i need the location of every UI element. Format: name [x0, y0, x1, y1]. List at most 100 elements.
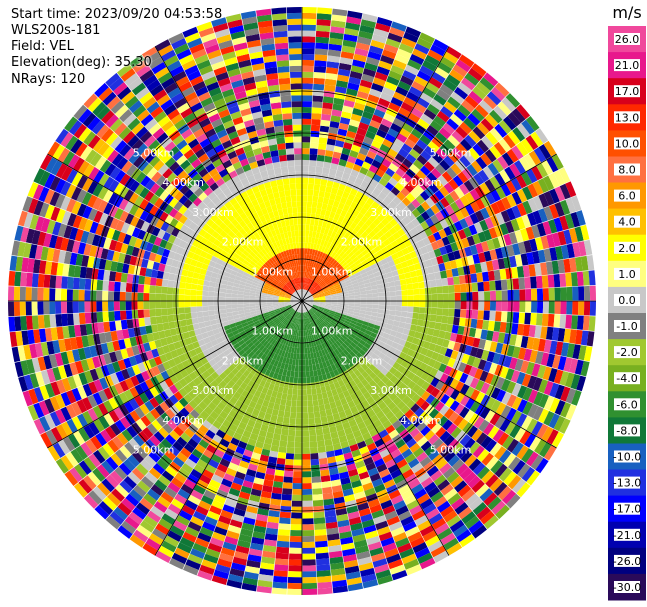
- range-gate: [522, 186, 533, 201]
- range-gate: [349, 214, 357, 222]
- range-gate: [554, 384, 565, 400]
- range-gate: [307, 302, 314, 306]
- range-gate: [471, 309, 479, 320]
- range-gate: [362, 68, 376, 78]
- range-gate: [335, 220, 342, 228]
- range-gate: [312, 195, 319, 203]
- range-gate: [420, 190, 430, 201]
- range-gate: [500, 210, 511, 223]
- range-gate: [202, 306, 209, 312]
- range-gate: [532, 377, 543, 392]
- range-gate: [377, 330, 385, 337]
- range-gate: [433, 115, 446, 128]
- range-gate: [394, 54, 410, 65]
- range-gate: [500, 379, 511, 392]
- range-gate: [319, 125, 330, 133]
- range-gate: [365, 226, 373, 235]
- range-gate: [559, 183, 571, 200]
- range-gate: [459, 309, 467, 318]
- range-gate: [375, 334, 383, 341]
- range-gate: [302, 218, 307, 225]
- range-gate: [343, 166, 353, 175]
- range-gate: [306, 304, 312, 309]
- range-gate: [372, 226, 381, 234]
- range-gate: [315, 232, 321, 239]
- range-gate: [313, 303, 320, 306]
- range-gate: [312, 95, 324, 103]
- range-gate: [394, 280, 401, 287]
- range-gate: [471, 428, 483, 442]
- range-gate: [468, 90, 483, 104]
- range-gate: [340, 243, 347, 251]
- range-gate: [308, 230, 313, 238]
- range-gate: [500, 311, 508, 323]
- range-gate: [450, 350, 459, 360]
- range-gate: [490, 202, 501, 215]
- range-gate: [385, 38, 401, 49]
- range-gate: [441, 171, 453, 183]
- range-gate: [359, 256, 366, 263]
- range-gate: [425, 243, 434, 253]
- range-gate: [37, 301, 44, 315]
- range-gate: [337, 164, 346, 173]
- range-gate: [289, 376, 294, 383]
- range-gate: [302, 154, 310, 161]
- range-gate: [513, 289, 520, 301]
- range-gate: [372, 209, 381, 218]
- range-gate: [356, 242, 364, 250]
- range-gate: [298, 359, 302, 366]
- range-gate: [309, 273, 313, 279]
- range-gate: [377, 265, 385, 272]
- range-gate: [580, 224, 590, 241]
- range-gate: [286, 441, 295, 448]
- range-gate: [461, 77, 476, 91]
- range-gate: [326, 204, 333, 212]
- range-gate: [342, 246, 350, 253]
- range-gate: [384, 328, 392, 335]
- range-gate: [309, 279, 313, 286]
- range-gate: [410, 227, 419, 237]
- range-gate: [447, 234, 456, 244]
- range-gate: [469, 188, 480, 201]
- range-gate: [342, 217, 349, 225]
- range-gate: [517, 463, 531, 479]
- range-gate: [371, 289, 378, 294]
- range-gate: [414, 345, 423, 354]
- range-gate: [544, 445, 557, 461]
- range-gate: [318, 306, 325, 310]
- range-gate: [356, 127, 367, 137]
- range-gate: [302, 277, 305, 284]
- range-gate: [516, 266, 525, 278]
- range-gate: [356, 342, 364, 349]
- range-gate: [309, 429, 317, 436]
- range-gate: [302, 289, 305, 296]
- range-gate: [427, 234, 437, 244]
- range-gate: [306, 272, 310, 279]
- range-gate: [350, 65, 364, 74]
- range-gate: [436, 337, 444, 347]
- range-gate: [324, 293, 331, 297]
- range-gate: [455, 258, 463, 268]
- range-gate: [413, 159, 424, 170]
- range-gate: [363, 333, 371, 340]
- range-gate: [455, 392, 465, 404]
- range-gate: [403, 32, 419, 43]
- range-gate: [327, 256, 333, 263]
- range-gate: [390, 96, 403, 107]
- range-gate: [463, 151, 476, 164]
- range-gate: [360, 116, 372, 126]
- range-gate: [520, 253, 529, 266]
- range-gate: [527, 183, 539, 198]
- range-gate: [560, 402, 571, 418]
- range-gate: [352, 339, 360, 346]
- range-gate: [347, 335, 355, 342]
- range-gate: [553, 314, 561, 328]
- range-gate: [372, 360, 380, 368]
- range-gate: [557, 231, 567, 246]
- range-gate: [444, 397, 455, 408]
- range-gate: [337, 241, 344, 249]
- range-gate: [395, 86, 409, 97]
- range-gate: [441, 355, 451, 366]
- range-gate: [453, 415, 464, 427]
- range-gate: [320, 209, 327, 216]
